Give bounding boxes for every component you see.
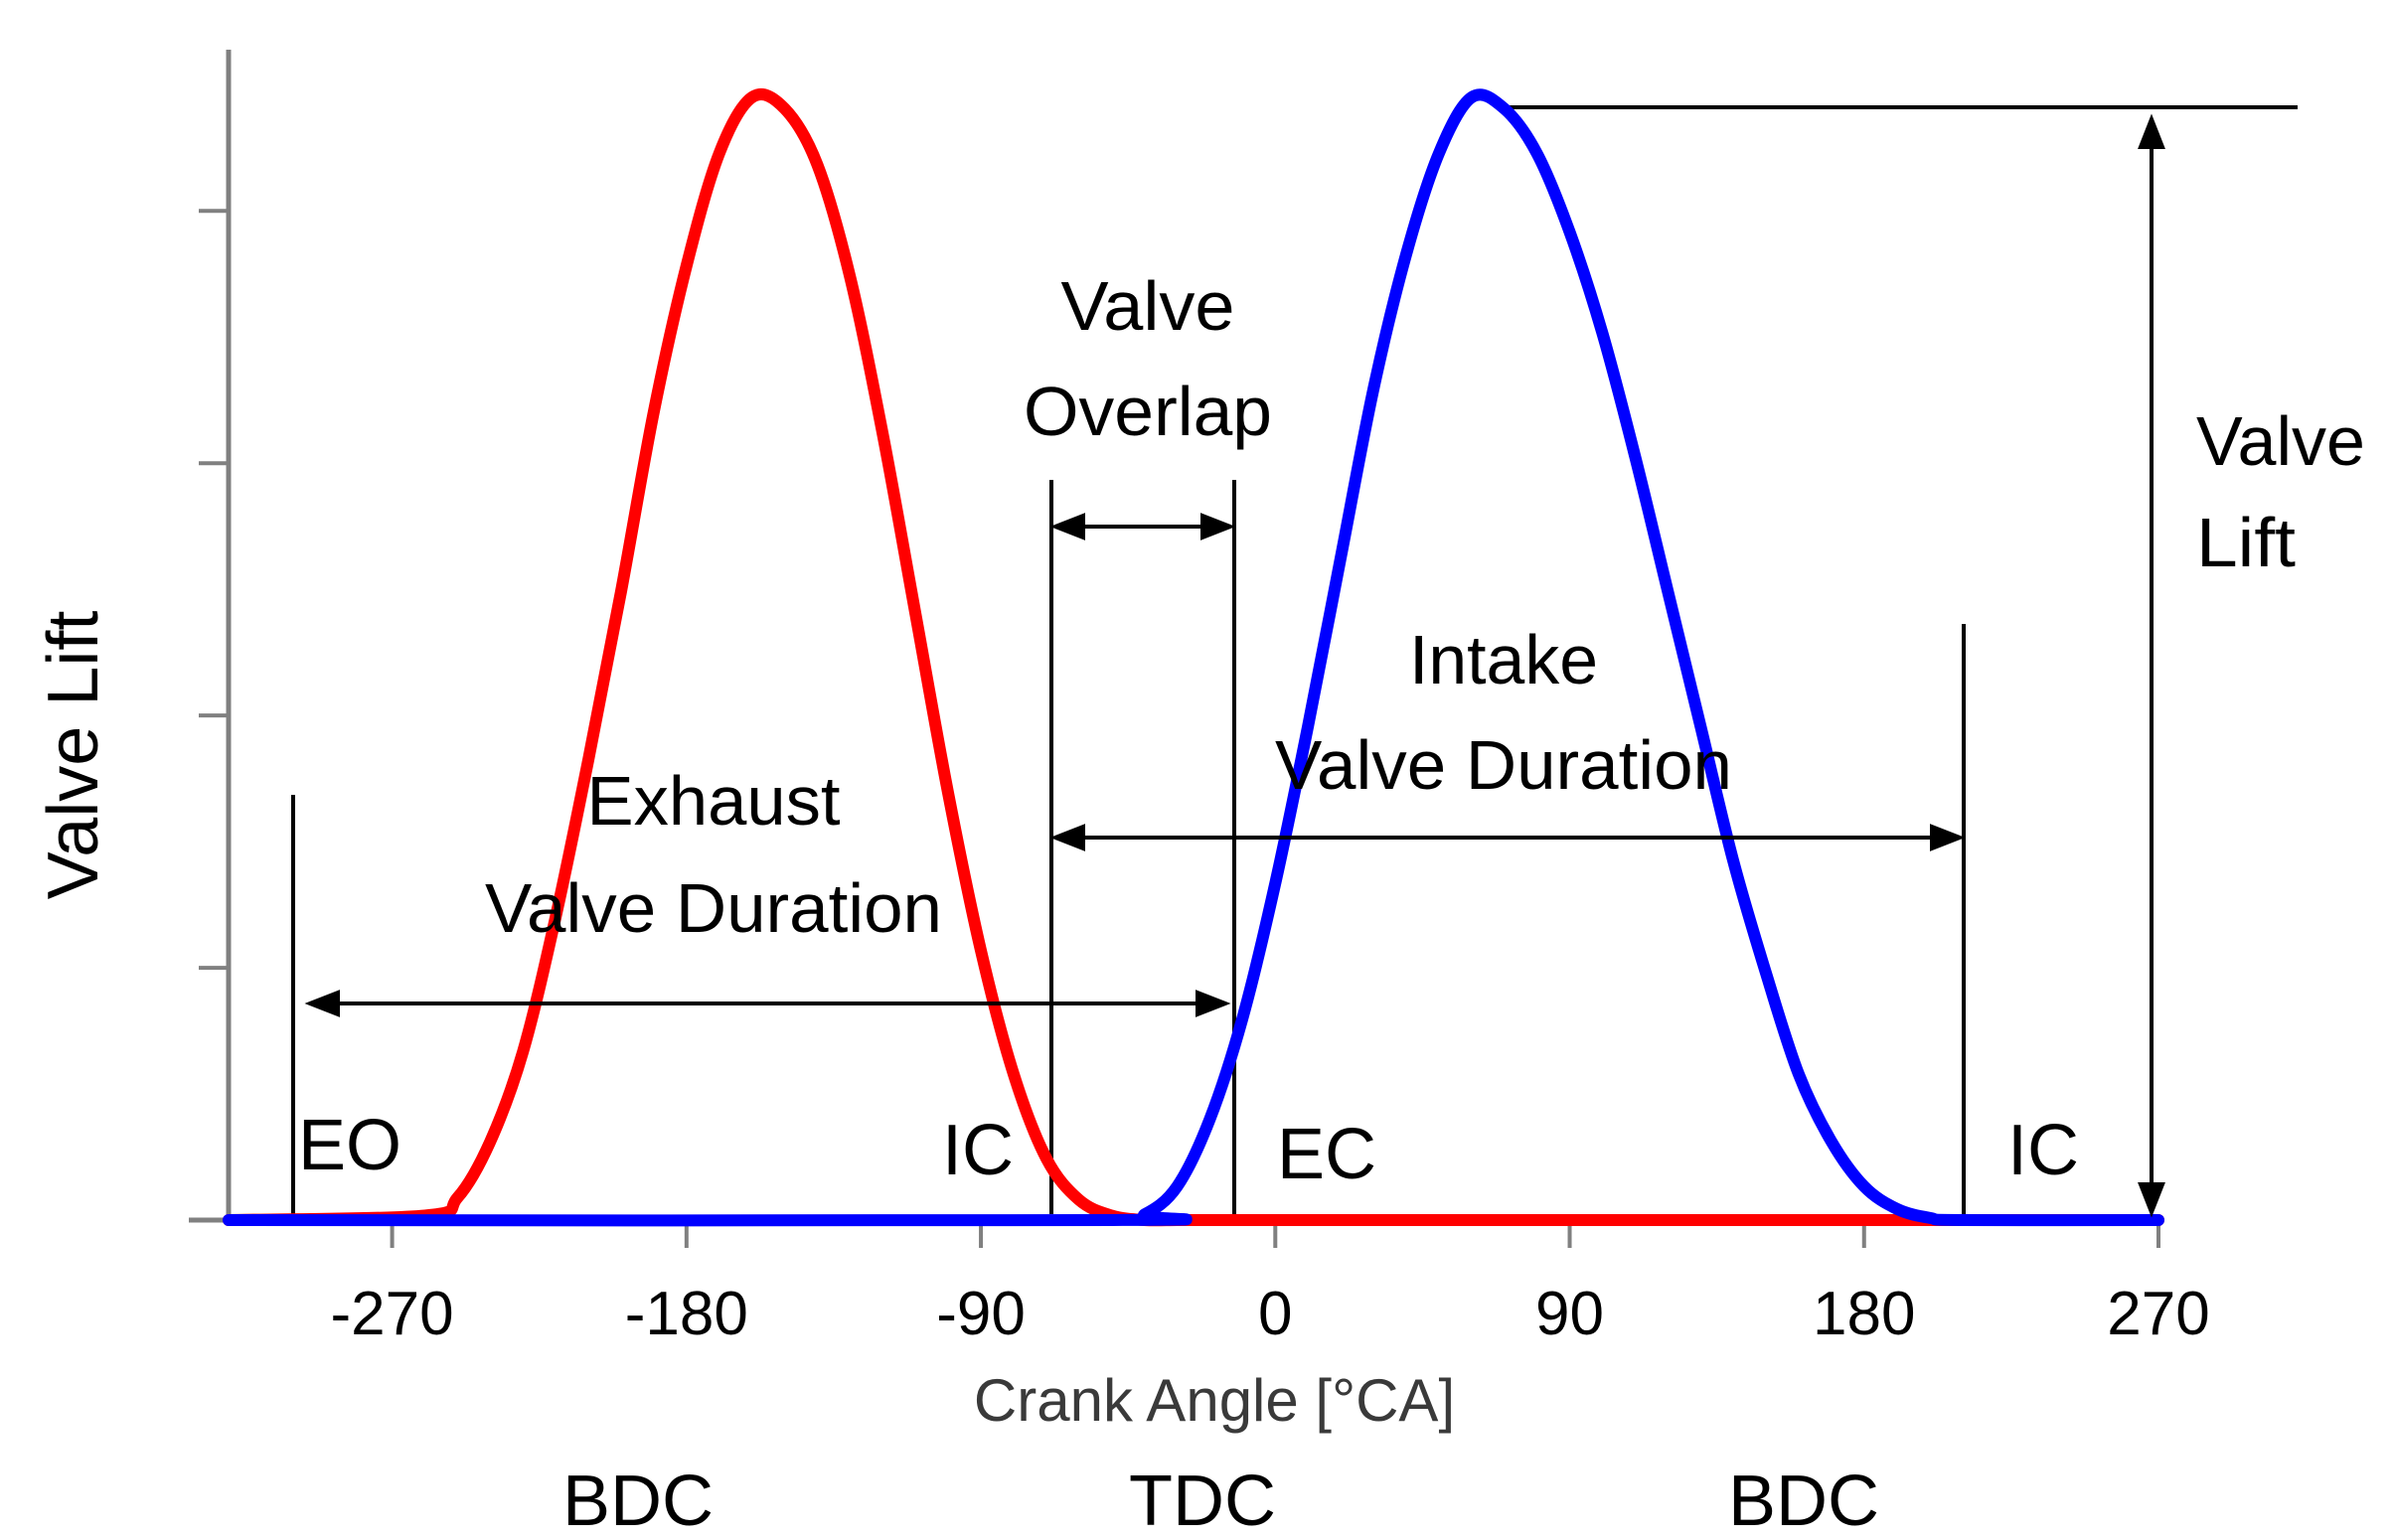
- exhaust-data-point: [718, 153, 720, 155]
- exhaust-data-point: [456, 1196, 458, 1198]
- intake-data-point: [1732, 859, 1734, 861]
- exhaust-data-point: [489, 1141, 491, 1143]
- intake-data-point: [1569, 231, 1571, 233]
- intake-data-point: [1863, 1185, 1865, 1187]
- exhaust-data-point: [1241, 1219, 1243, 1221]
- x-tick-label: 0: [1258, 1280, 1292, 1348]
- valve-lift-label-line2: Lift: [2196, 504, 2296, 581]
- x-tick-label: 270: [2107, 1280, 2209, 1348]
- exhaust-data-point: [947, 793, 949, 795]
- valve-overlap-label-line1: Valve: [1061, 267, 1235, 345]
- intake-data-point: [1536, 153, 1538, 155]
- position-label-tdc: TDC: [1129, 1462, 1276, 1540]
- intake-data-point: [1504, 107, 1506, 109]
- exhaust-data-point: [914, 613, 916, 615]
- event-label-ic-left: IC: [942, 1111, 1014, 1190]
- exhaust-data-point: [423, 1214, 425, 1216]
- valve-overlap-arrow-right-head: [1200, 513, 1236, 540]
- valve-lift-arrow-top-head: [2138, 113, 2165, 149]
- intake-data-point: [1438, 153, 1440, 155]
- intake-data-point: [1274, 882, 1276, 884]
- x-tick-label: -90: [936, 1280, 1026, 1348]
- intake-data-point: [1929, 1217, 1931, 1219]
- exhaust-data-point: [1177, 1219, 1179, 1221]
- exhaust-data-point: [784, 107, 786, 109]
- exhaust-valve-curve: [223, 88, 2164, 1227]
- exhaust-data-point: [587, 759, 589, 761]
- intake-data-point: [1765, 972, 1767, 974]
- exhaust-data-point: [1013, 1073, 1015, 1075]
- y-ticks: [199, 209, 229, 971]
- intake-data-point: [1601, 332, 1603, 334]
- valve-lift-label-line1: Valve: [2196, 402, 2365, 480]
- x-tick-label: 90: [1535, 1280, 1604, 1348]
- x-tick-label: -180: [625, 1280, 748, 1348]
- event-label-ic-right: IC: [2007, 1111, 2079, 1190]
- intake-data-point: [1241, 1017, 1243, 1019]
- intake-data-point: [1896, 1208, 1898, 1210]
- exhaust-data-point: [686, 265, 688, 267]
- intake-data-point: [2157, 1219, 2159, 1221]
- exhaust-data-point: [653, 410, 655, 412]
- x-tick-label: 180: [1813, 1280, 1915, 1348]
- position-label-bdc-left: BDC: [562, 1462, 714, 1540]
- exhaust-duration-arrow-right-head: [1196, 990, 1231, 1017]
- intake-data-point: [228, 1219, 230, 1221]
- intake-data-point: [1340, 556, 1342, 558]
- exhaust-data-point: [1208, 1219, 1210, 1221]
- exhaust-data-point: [980, 950, 982, 952]
- valve-overlap-label-line2: Overlap: [1024, 373, 1272, 450]
- valve-overlap-arrow-left-head: [1049, 513, 1085, 540]
- intake-data-point: [1471, 96, 1473, 98]
- exhaust-data-point: [522, 1051, 524, 1053]
- exhaust-data-point: [816, 164, 818, 166]
- exhaust-duration-label-line1: Exhaust: [587, 762, 841, 840]
- exhaust-data-point: [1078, 1199, 1080, 1201]
- position-label-bdc-right: BDC: [1728, 1462, 1879, 1540]
- valve-lift-arrow-bottom-head: [2138, 1182, 2165, 1218]
- intake-duration-arrow-right-head: [1930, 824, 1966, 851]
- intake-data-point: [1962, 1219, 1964, 1221]
- intake-duration-label-line1: Intake: [1409, 621, 1598, 698]
- exhaust-data-point: [1045, 1157, 1047, 1159]
- intake-data-point: [1372, 388, 1374, 390]
- exhaust-data-point: [881, 433, 883, 435]
- exhaust-data-point: [1144, 1219, 1146, 1221]
- exhaust-duration-arrow-left-head: [304, 990, 340, 1017]
- intake-data-point: [1177, 1185, 1179, 1187]
- x-tick-label: -270: [331, 1280, 454, 1348]
- exhaust-data-point: [849, 276, 851, 278]
- intake-data-point: [1831, 1141, 1833, 1143]
- intake-data-point: [1634, 456, 1636, 458]
- exhaust-data-point: [751, 96, 753, 98]
- event-label-ec: EC: [1277, 1115, 1376, 1194]
- intake-data-point: [1144, 1213, 1146, 1215]
- y-axis-label: Valve Lift: [34, 611, 113, 900]
- intake-data-point: [1405, 253, 1407, 255]
- intake-data-point: [1798, 1073, 1800, 1075]
- intake-data-point: [1667, 590, 1669, 592]
- intake-data-point: [1111, 1219, 1113, 1221]
- intake-data-point: [1208, 1118, 1210, 1120]
- x-ticks: -270 -180 -90 0 90 180 270: [331, 1220, 2210, 1348]
- exhaust-duration-label-line2: Valve Duration: [485, 869, 942, 947]
- exhaust-data-point: [1111, 1214, 1113, 1216]
- exhaust-data-point: [620, 590, 622, 592]
- event-label-eo: EO: [298, 1106, 401, 1185]
- intake-valve-curve: [223, 88, 2164, 1227]
- intake-duration-arrow-left-head: [1049, 824, 1085, 851]
- intake-duration-label-line2: Valve Duration: [1275, 726, 1732, 804]
- x-axis-label: Crank Angle [°CA]: [974, 1367, 1455, 1434]
